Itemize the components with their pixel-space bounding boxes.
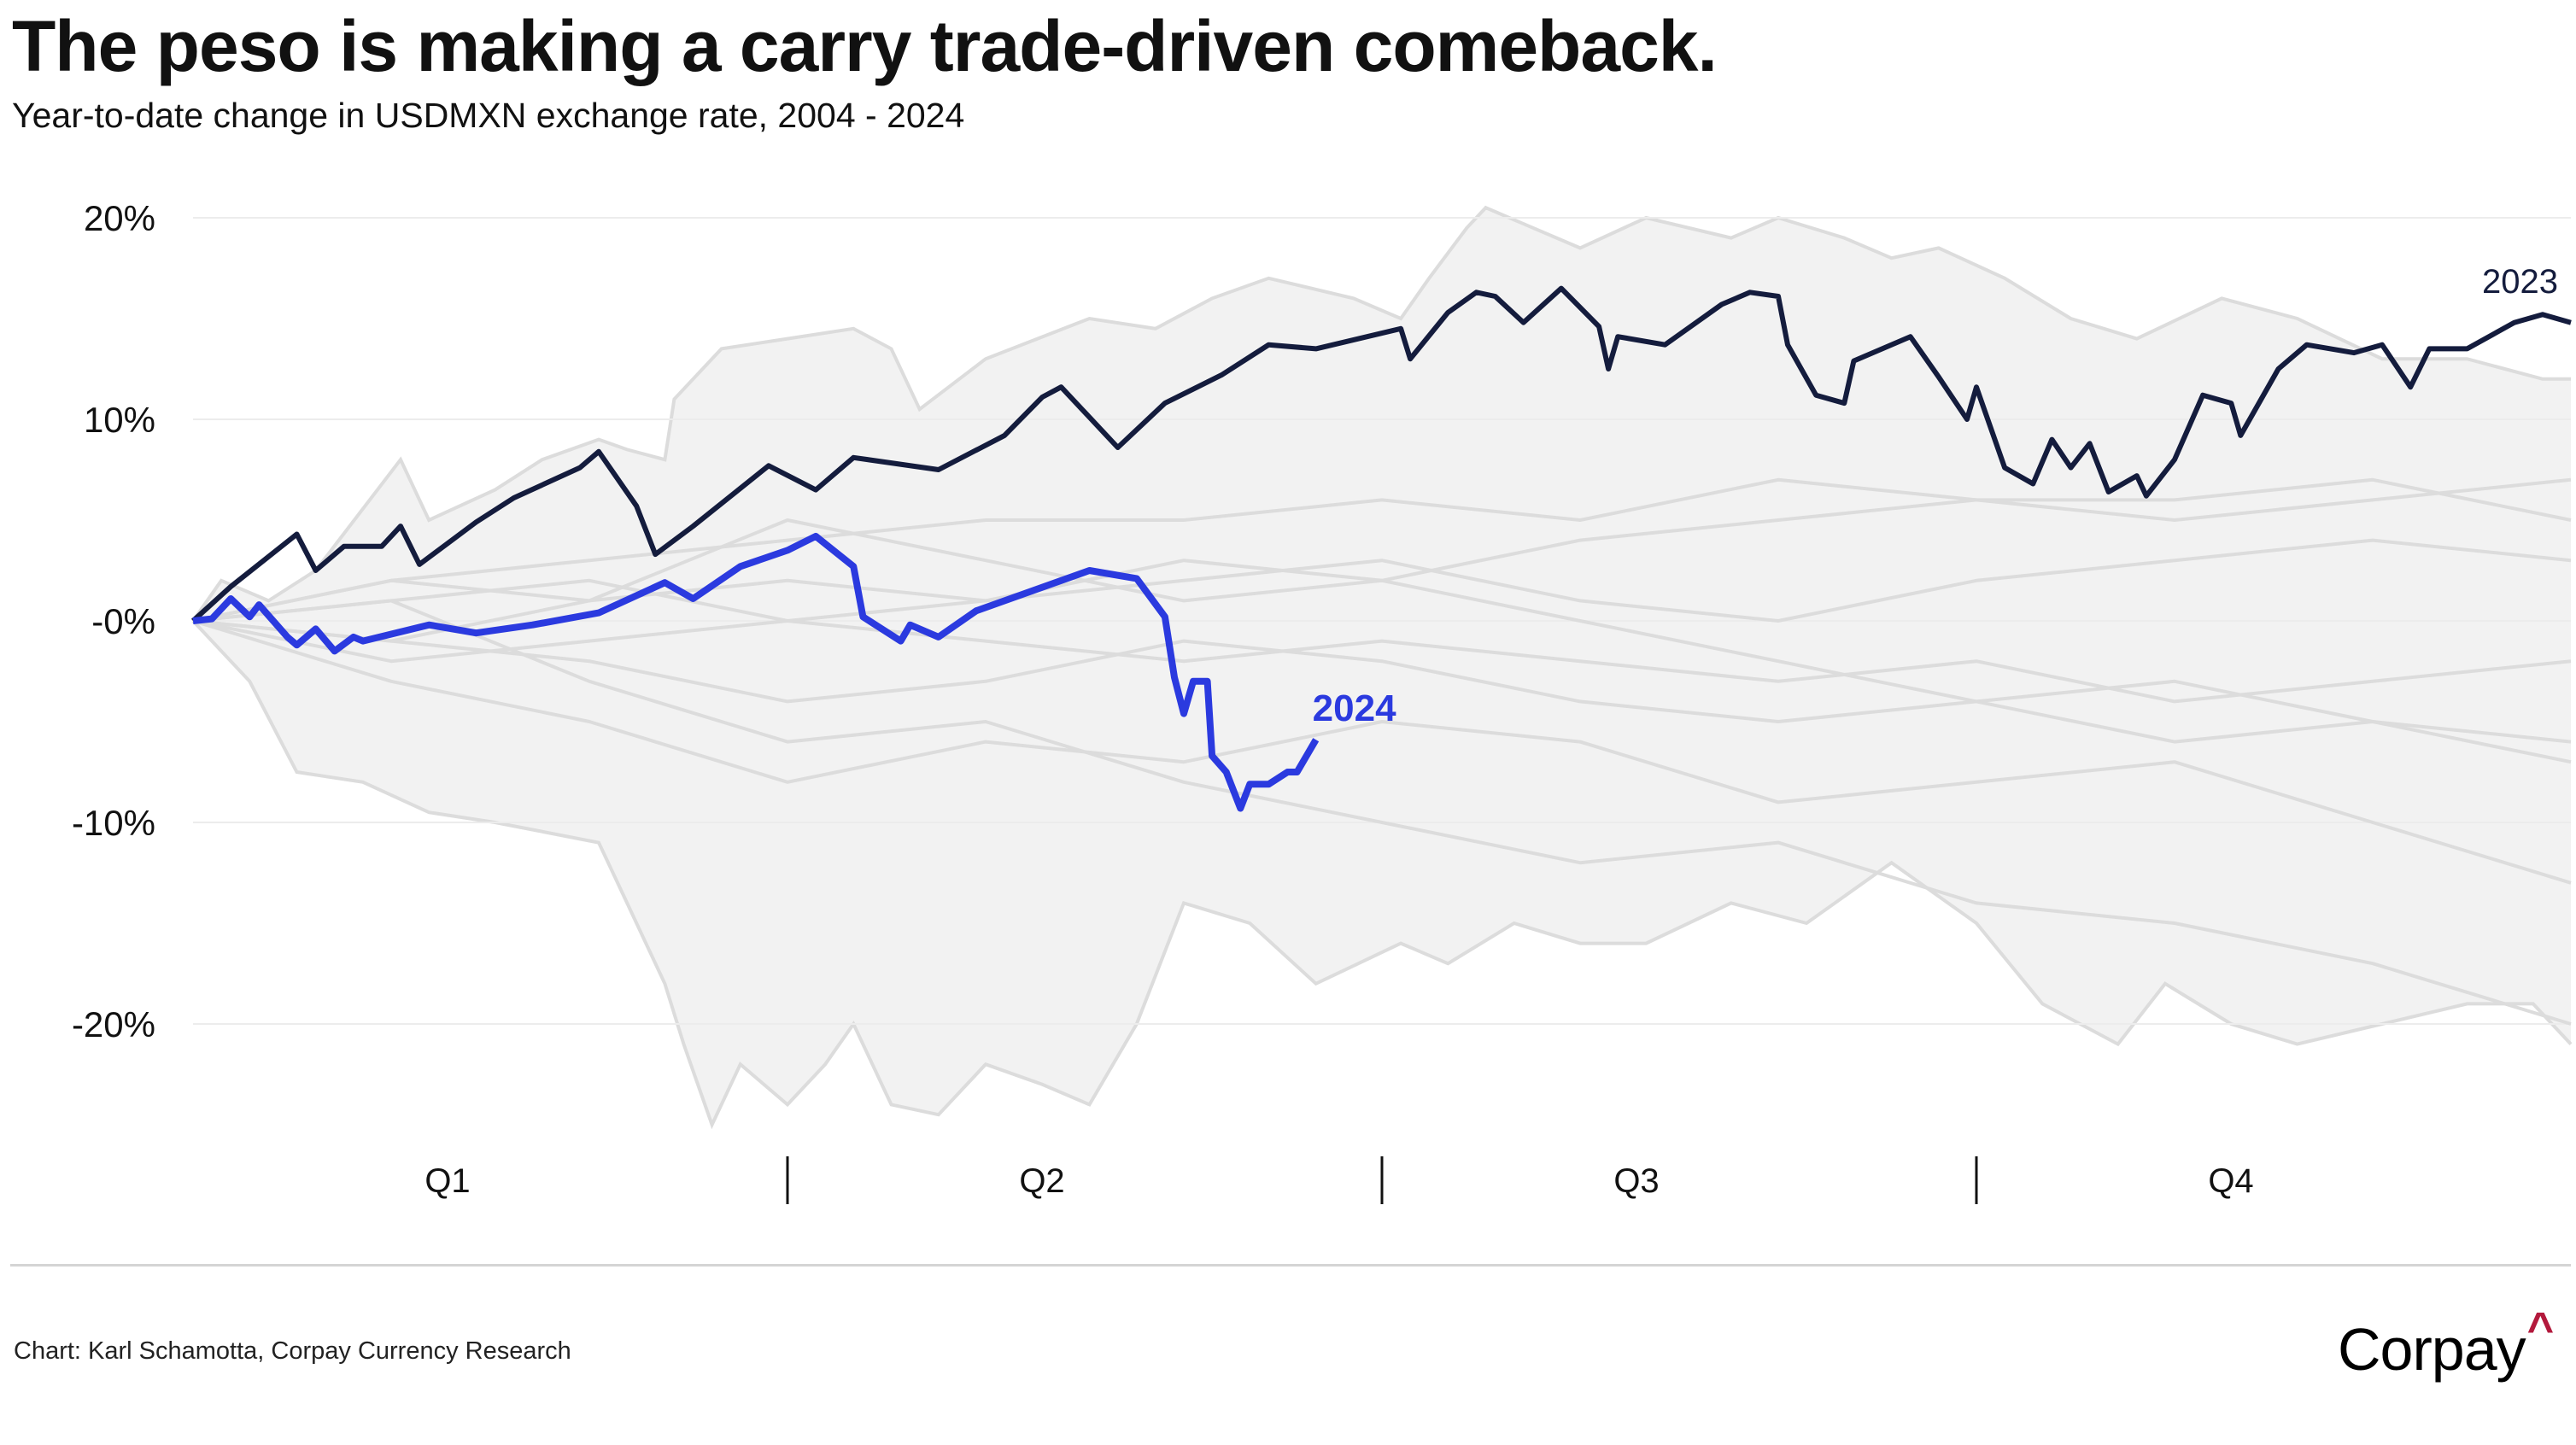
footer-divider bbox=[10, 1264, 2571, 1267]
y-tick-label: 20% bbox=[84, 198, 155, 238]
historical-range-band bbox=[193, 208, 2571, 1126]
historical-year-line bbox=[192, 619, 2572, 744]
source-note: Chart: Karl Schamotta, Corpay Currency R… bbox=[14, 1337, 571, 1365]
y-tick-label: -10% bbox=[72, 803, 155, 843]
logo-wordmark: Corpay bbox=[2338, 1316, 2526, 1383]
historical-year-line bbox=[192, 599, 2572, 1026]
historical-year-line bbox=[192, 619, 2572, 885]
historical-year-line bbox=[192, 538, 2572, 623]
y-tick-label: -20% bbox=[72, 1004, 155, 1044]
quarter-label: Q2 bbox=[1019, 1162, 1064, 1200]
quarter-label: Q3 bbox=[1613, 1162, 1659, 1200]
quarter-label: Q4 bbox=[2208, 1162, 2253, 1200]
historical-year-line bbox=[192, 619, 2572, 704]
quarter-label: Q1 bbox=[424, 1162, 470, 1200]
y-tick-label: 10% bbox=[84, 400, 155, 440]
chart-title: The peso is making a carry trade-driven … bbox=[12, 6, 1718, 86]
historical-year-line bbox=[192, 518, 2572, 764]
y-tick-label: -0% bbox=[91, 601, 155, 641]
corpay-logo: Corpay^ bbox=[2338, 1303, 2554, 1384]
historical-year-line bbox=[192, 477, 2572, 623]
series-2023-line bbox=[190, 285, 2572, 623]
label-2023: 2023 bbox=[2482, 263, 2558, 301]
range-upper-line bbox=[191, 205, 2571, 623]
logo-caret-icon: ^ bbox=[2526, 1303, 2555, 1354]
chart-subtitle: Year-to-date change in USDMXN exchange r… bbox=[12, 96, 965, 135]
range-lower-line bbox=[191, 619, 2573, 1130]
label-2024: 2024 bbox=[1313, 687, 1396, 729]
series-2024-line bbox=[192, 532, 1320, 812]
